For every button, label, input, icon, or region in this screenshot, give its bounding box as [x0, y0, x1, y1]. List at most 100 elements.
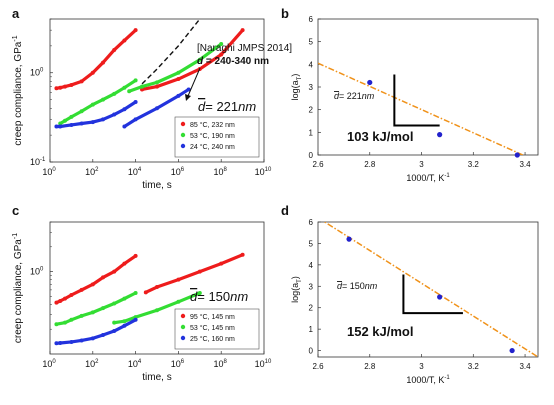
- data-point: [155, 80, 159, 85]
- data-point: [122, 85, 127, 90]
- legend-box: [174, 308, 260, 350]
- diameter-symbol: d: [190, 289, 198, 304]
- data-point: [62, 320, 67, 325]
- x-tick-base: 10: [214, 167, 224, 177]
- x-tick-base: 10: [42, 167, 52, 177]
- y-axis-label-sup: -1: [12, 233, 19, 239]
- data-point: [143, 290, 148, 295]
- x-tick-exp: 6: [181, 359, 185, 365]
- x-tick-label: 2.6: [312, 160, 324, 169]
- diameter-unit: nm: [362, 91, 375, 101]
- data-point: [437, 132, 443, 138]
- data-point: [219, 41, 224, 46]
- x-tick-base: 10: [171, 359, 181, 369]
- y-tick-label: 3: [309, 83, 314, 92]
- activation-energy-label: 103 kJ/mol: [347, 129, 414, 144]
- data-point: [69, 122, 74, 127]
- y-axis-label: creep compliance, GPa-1: [12, 233, 24, 343]
- x-axis-label: 1000/T, K-1: [406, 375, 450, 385]
- x-tick-label: 106: [171, 167, 185, 177]
- series-curve: [54, 318, 138, 345]
- legend: 95 °C, 145 nm 53 °C, 145 nm 25 °C, 160 nm: [174, 308, 260, 350]
- series-2: [54, 317, 138, 346]
- x-axis-label-sup: -1: [444, 375, 450, 381]
- data-point: [58, 121, 63, 126]
- diameter-unit: nm: [365, 281, 378, 291]
- data-point: [155, 84, 159, 89]
- y-tick-label: 6: [309, 218, 314, 227]
- y-tick-label: 4: [309, 60, 314, 69]
- data-point: [514, 152, 520, 158]
- x-tick-base: 10: [128, 359, 138, 369]
- x-tick-label: 3.2: [468, 160, 480, 169]
- legend-label: 24 °C, 240 nm: [190, 143, 235, 151]
- x-tick-label: 2.8: [364, 362, 376, 371]
- x-tick-base: 10: [128, 167, 138, 177]
- y-tick-label: 100: [30, 68, 44, 78]
- data-point: [90, 282, 95, 287]
- data-point: [90, 120, 95, 125]
- x-tick-exp: 4: [138, 359, 142, 365]
- diameter-value: = 221: [339, 91, 362, 101]
- series-2: [54, 87, 191, 129]
- citation-source: [Naraghi JMPS 2014]: [197, 43, 292, 54]
- x-tick-base: 10: [85, 167, 95, 177]
- legend-label: 53 °C, 190 nm: [190, 132, 235, 140]
- citation-note: [Naraghi JMPS 2014]: [197, 43, 292, 54]
- data-point: [90, 102, 95, 107]
- data-point: [112, 91, 117, 96]
- x-axis-label-text: 1000/T, K: [406, 375, 444, 385]
- legend: 85 °C, 232 nm 53 °C, 190 nm 24 °C, 240 nm: [174, 116, 260, 158]
- data-point: [79, 313, 84, 318]
- data-point: [176, 70, 181, 75]
- citation-range-text: = 240-340 nm: [203, 56, 269, 67]
- data-point: [219, 261, 224, 266]
- x-tick-label: 3.2: [468, 362, 480, 371]
- data-point: [122, 323, 127, 328]
- data-point: [69, 339, 74, 344]
- y-tick-base: 10: [30, 157, 40, 167]
- x-tick-base: 10: [171, 167, 181, 177]
- diameter-unit: nm: [230, 289, 248, 304]
- x-tick-label: 102: [85, 359, 99, 369]
- data-point: [140, 84, 145, 89]
- x-axis-label: time, s: [142, 180, 171, 191]
- activation-energy-label: 152 kJ/mol: [347, 324, 414, 339]
- data-point: [133, 290, 138, 295]
- x-tick-label: 2.6: [312, 362, 324, 371]
- data-point: [437, 294, 443, 300]
- legend-label: 85 °C, 232 nm: [190, 121, 235, 129]
- data-point: [69, 293, 74, 298]
- plot-frame: [49, 221, 265, 355]
- x-tick-label: 3.4: [519, 362, 531, 371]
- x-axis-label: 1000/T, K-1: [406, 173, 450, 183]
- data-point: [122, 38, 127, 43]
- data-point: [62, 296, 67, 301]
- x-axis-label-text: 1000/T, K: [406, 173, 444, 183]
- plot-frame: [317, 221, 539, 358]
- x-tick-label: 3: [419, 362, 424, 371]
- panel-label: b: [281, 6, 289, 21]
- plot-frame: [49, 18, 265, 163]
- fit-line: [318, 62, 525, 155]
- x-tick-exp: 8: [224, 359, 228, 365]
- data-point: [240, 252, 245, 257]
- x-tick-base: 10: [255, 167, 265, 177]
- data-point: [155, 106, 159, 111]
- series-0: [54, 28, 245, 92]
- legend-marker: [180, 313, 186, 319]
- panel-label: c: [12, 203, 19, 218]
- legend-box: [174, 116, 260, 158]
- diameter-annotation: d= 221nm: [334, 91, 375, 101]
- x-tick-exp: 10: [265, 167, 272, 173]
- data-point: [112, 269, 117, 274]
- data-point: [79, 287, 84, 292]
- data-point: [90, 336, 95, 341]
- x-tick-label: 1010: [255, 167, 272, 177]
- data-point: [155, 285, 159, 290]
- series-curve: [54, 100, 138, 129]
- data-point: [509, 347, 515, 354]
- slope-triangle: [402, 274, 463, 315]
- data-point: [90, 310, 95, 315]
